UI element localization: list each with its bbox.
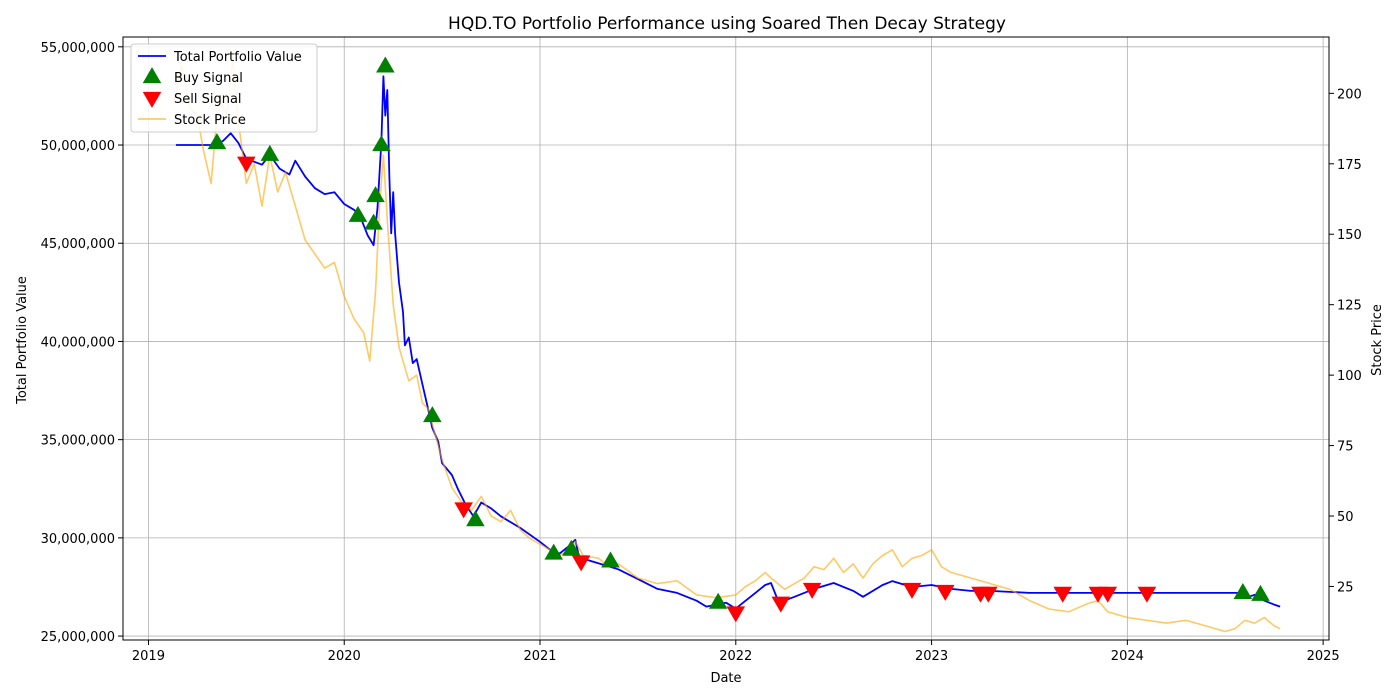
x-tick-label: 2023 <box>915 649 948 664</box>
sell-signal-marker <box>902 582 922 599</box>
buy-signal-marker <box>348 205 368 222</box>
x-axis-title: Date <box>710 671 741 686</box>
stock-price-line <box>173 58 1281 633</box>
buy-signal-marker <box>260 144 280 161</box>
buy-signal-marker <box>423 406 442 423</box>
y-axis-right-title: Stock Price <box>1370 304 1385 376</box>
sell-signal-marker <box>571 555 591 572</box>
buy-signal-marker <box>207 133 227 150</box>
legend: Total Portfolio Value Buy Signal Sell Sign… <box>130 43 318 133</box>
sell-signal-marker <box>1053 586 1073 603</box>
y-right-tick-label: 125 <box>1337 299 1362 314</box>
buy-signal-marker <box>601 551 620 568</box>
series-layer <box>173 58 1281 633</box>
plot-area-frame <box>122 36 1330 641</box>
grid-layer <box>123 37 1329 640</box>
legend-label: Stock Price <box>174 113 246 128</box>
sell-signal-marker <box>454 502 473 519</box>
sell-signal-marker <box>771 596 791 613</box>
y-left-tick-label: 40,000,000 <box>41 335 115 350</box>
axis-layer: 2019 2020 2021 2022 2023 2024 2025 25,000,000 30… <box>41 41 1362 664</box>
y-right-tick-label: 150 <box>1337 228 1362 243</box>
sell-signal-marker <box>237 156 256 173</box>
y-left-tick-label: 35,000,000 <box>41 434 115 449</box>
y-axis-left-title: Total Portfolio Value <box>15 276 30 405</box>
y-right-tick-label: 50 <box>1337 510 1354 525</box>
y-left-tick-label: 30,000,000 <box>41 532 115 547</box>
y-right-tick-label: 200 <box>1337 87 1362 102</box>
legend-label: Total Portfolio Value <box>173 50 302 65</box>
buy-signal-marker <box>562 539 581 556</box>
sell-signal-marker <box>802 582 822 599</box>
buy-signal-marker <box>376 56 395 73</box>
x-tick-label: 2021 <box>523 649 556 664</box>
chart-title: HQD.TO Portfolio Performance using Soare… <box>448 14 1006 34</box>
y-right-tick-label: 75 <box>1337 440 1354 455</box>
sell-signal-marker <box>1098 586 1118 603</box>
y-right-tick-label: 25 <box>1337 580 1354 595</box>
y-left-tick-label: 50,000,000 <box>41 139 115 154</box>
buy-signal-marker <box>708 592 728 609</box>
sell-signal-marker <box>726 606 746 623</box>
x-tick-label: 2024 <box>1111 649 1144 664</box>
sell-signal-marker <box>1137 586 1157 603</box>
x-tick-label: 2019 <box>132 649 165 664</box>
legend-buy-marker <box>142 67 162 84</box>
legend-box <box>130 43 318 133</box>
portfolio-value-line <box>175 75 1281 610</box>
x-tick-label: 2022 <box>719 649 752 664</box>
y-left-tick-label: 45,000,000 <box>41 237 115 252</box>
x-tick-label: 2025 <box>1307 649 1340 664</box>
legend-label: Sell Signal <box>174 92 242 107</box>
sell-signal-marker <box>935 584 955 601</box>
y-right-tick-label: 100 <box>1337 369 1362 384</box>
x-tick-label: 2020 <box>328 649 361 664</box>
buy-signal-marker <box>1233 582 1253 599</box>
sell-signal-marker <box>979 586 998 603</box>
y-left-tick-label: 25,000,000 <box>41 630 115 645</box>
buy-signal-marker <box>544 543 563 560</box>
buy-signal-marker <box>366 186 385 203</box>
y-right-tick-label: 175 <box>1337 158 1362 173</box>
buy-signal-marker <box>1251 584 1270 601</box>
legend-label: Buy Signal <box>174 71 243 86</box>
legend-sell-marker <box>142 91 162 108</box>
buy-signal-marker <box>364 213 383 230</box>
buy-signal-marker <box>466 510 485 527</box>
y-left-tick-label: 55,000,000 <box>41 41 115 56</box>
buy-signal-marker <box>372 135 391 152</box>
marker-layer <box>207 56 1270 623</box>
